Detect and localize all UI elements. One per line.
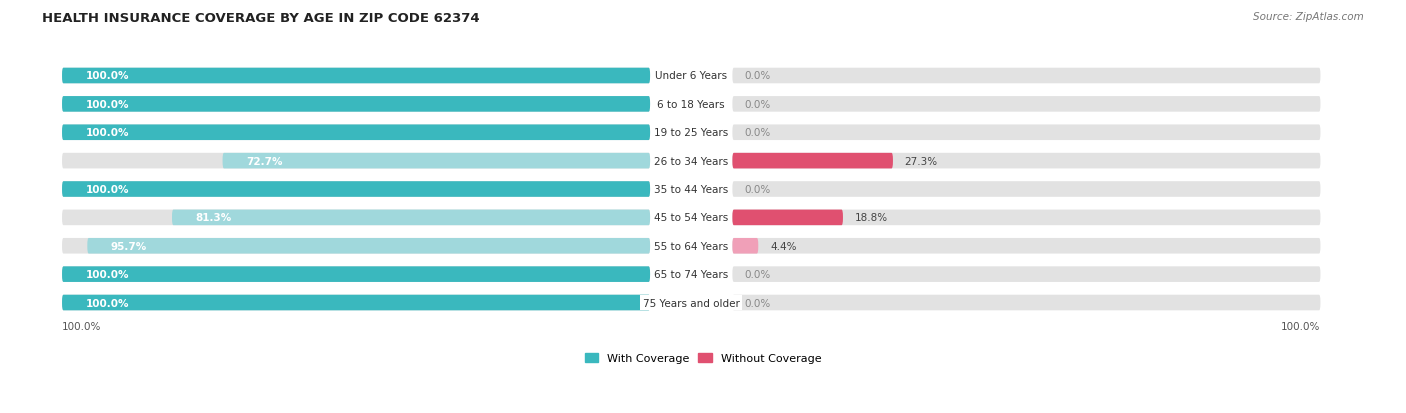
Text: 100.0%: 100.0% <box>86 270 129 280</box>
Text: 100.0%: 100.0% <box>86 128 129 138</box>
Text: Source: ZipAtlas.com: Source: ZipAtlas.com <box>1253 12 1364 22</box>
FancyBboxPatch shape <box>62 210 650 225</box>
Text: 100.0%: 100.0% <box>86 71 129 81</box>
FancyBboxPatch shape <box>733 295 1320 311</box>
FancyBboxPatch shape <box>733 182 1320 197</box>
Text: 100.0%: 100.0% <box>1281 321 1320 331</box>
FancyBboxPatch shape <box>733 97 1320 112</box>
FancyBboxPatch shape <box>62 125 650 141</box>
FancyBboxPatch shape <box>62 267 650 282</box>
FancyBboxPatch shape <box>62 295 650 311</box>
Text: 26 to 34 Years: 26 to 34 Years <box>654 156 728 166</box>
Text: 65 to 74 Years: 65 to 74 Years <box>654 270 728 280</box>
FancyBboxPatch shape <box>733 125 1320 141</box>
FancyBboxPatch shape <box>733 154 1320 169</box>
Text: HEALTH INSURANCE COVERAGE BY AGE IN ZIP CODE 62374: HEALTH INSURANCE COVERAGE BY AGE IN ZIP … <box>42 12 479 25</box>
Text: 45 to 54 Years: 45 to 54 Years <box>654 213 728 223</box>
Text: 81.3%: 81.3% <box>195 213 232 223</box>
Text: Under 6 Years: Under 6 Years <box>655 71 727 81</box>
Text: 75 Years and older: 75 Years and older <box>643 298 740 308</box>
FancyBboxPatch shape <box>62 154 650 169</box>
FancyBboxPatch shape <box>62 97 650 112</box>
Text: 72.7%: 72.7% <box>246 156 283 166</box>
Legend: With Coverage, Without Coverage: With Coverage, Without Coverage <box>581 349 825 368</box>
Text: 27.3%: 27.3% <box>904 156 938 166</box>
FancyBboxPatch shape <box>62 238 650 254</box>
FancyBboxPatch shape <box>733 154 893 169</box>
Text: 19 to 25 Years: 19 to 25 Years <box>654 128 728 138</box>
Text: 0.0%: 0.0% <box>744 185 770 195</box>
Text: 55 to 64 Years: 55 to 64 Years <box>654 241 728 251</box>
FancyBboxPatch shape <box>62 97 650 112</box>
Text: 100.0%: 100.0% <box>86 298 129 308</box>
Text: 0.0%: 0.0% <box>744 71 770 81</box>
FancyBboxPatch shape <box>733 238 1320 254</box>
Text: 6 to 18 Years: 6 to 18 Years <box>658 100 725 109</box>
Text: 100.0%: 100.0% <box>86 185 129 195</box>
FancyBboxPatch shape <box>62 267 650 282</box>
FancyBboxPatch shape <box>62 69 650 84</box>
Text: 0.0%: 0.0% <box>744 128 770 138</box>
Text: 0.0%: 0.0% <box>744 298 770 308</box>
Text: 95.7%: 95.7% <box>111 241 148 251</box>
FancyBboxPatch shape <box>733 210 844 225</box>
Text: 35 to 44 Years: 35 to 44 Years <box>654 185 728 195</box>
FancyBboxPatch shape <box>62 295 650 311</box>
Text: 0.0%: 0.0% <box>744 270 770 280</box>
FancyBboxPatch shape <box>733 69 1320 84</box>
FancyBboxPatch shape <box>172 210 650 225</box>
FancyBboxPatch shape <box>62 69 650 84</box>
FancyBboxPatch shape <box>733 210 1320 225</box>
FancyBboxPatch shape <box>733 267 1320 282</box>
FancyBboxPatch shape <box>62 182 650 197</box>
Text: 100.0%: 100.0% <box>86 100 129 109</box>
FancyBboxPatch shape <box>222 154 650 169</box>
Text: 4.4%: 4.4% <box>770 241 797 251</box>
Text: 0.0%: 0.0% <box>744 100 770 109</box>
FancyBboxPatch shape <box>62 125 650 141</box>
FancyBboxPatch shape <box>733 238 758 254</box>
Text: 18.8%: 18.8% <box>855 213 887 223</box>
FancyBboxPatch shape <box>87 238 650 254</box>
Text: 100.0%: 100.0% <box>62 321 101 331</box>
FancyBboxPatch shape <box>62 182 650 197</box>
